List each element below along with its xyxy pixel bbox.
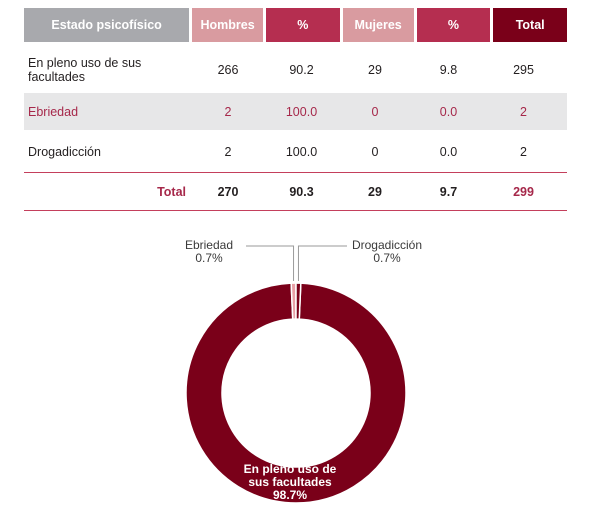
row-label: En pleno uso de sus facultades [28,55,142,84]
row-label: Ebriedad [28,104,79,119]
header-pct-mujeres: % [416,8,491,42]
slice-drogadiccion [295,282,302,320]
header-estado: Estado psicofísico [24,8,190,42]
cell-total: 2 [520,144,527,159]
label-main: En pleno uso de sus facultades 98.7% [244,462,337,502]
total-total: 299 [513,184,534,199]
label-drogadiccion: Drogadicción 0.7% [352,238,422,265]
cell-mujeres: 0 [371,144,379,159]
cell-pct-mujeres: 0.0 [439,144,458,159]
cell-hombres: 2 [224,104,232,119]
table-row: En pleno uso de sus facultades 266 90.2 … [24,51,567,88]
header-pct-hombres: % [265,8,340,42]
cell-mujeres: 0 [371,104,379,119]
data-table: Estado psicofísico Hombres % Mujeres % T… [24,8,568,211]
cell-pct-hombres: 100.0 [285,144,318,159]
table-row: Ebriedad 2 100.0 0 0.0 2 [24,93,567,130]
cell-pct-mujeres: 0.0 [439,104,458,119]
table-total-row: Total 270 90.3 29 9.7 299 [24,172,567,211]
total-mujeres: 29 [368,184,382,199]
header-mujeres: Mujeres [342,8,414,42]
total-hombres: 270 [217,184,239,199]
cell-pct-hombres: 100.0 [285,104,318,119]
header-total: Total [493,8,568,42]
cell-mujeres: 29 [368,62,382,77]
cell-hombres: 2 [224,144,232,159]
header-hombres: Hombres [192,8,263,42]
cell-total: 2 [520,104,527,119]
leader-line-drogadiccion [297,245,347,282]
total-pct-mujeres: 9.7 [439,184,458,199]
label-ebriedad: Ebriedad 0.7% [185,238,233,265]
total-pct-hombres: 90.3 [289,184,314,199]
total-label: Total [157,184,186,199]
cell-hombres: 266 [217,62,239,77]
row-label: Drogadicción [28,144,101,159]
table-row: Drogadicción 2 100.0 0 0.0 2 [24,133,567,170]
cell-pct-hombres: 90.2 [289,62,314,77]
cell-pct-mujeres: 9.8 [439,62,458,77]
leader-line-ebriedad [246,245,295,282]
cell-total: 295 [513,62,534,77]
table-header: Estado psicofísico Hombres % Mujeres % T… [24,8,568,42]
slice-main [185,282,407,504]
